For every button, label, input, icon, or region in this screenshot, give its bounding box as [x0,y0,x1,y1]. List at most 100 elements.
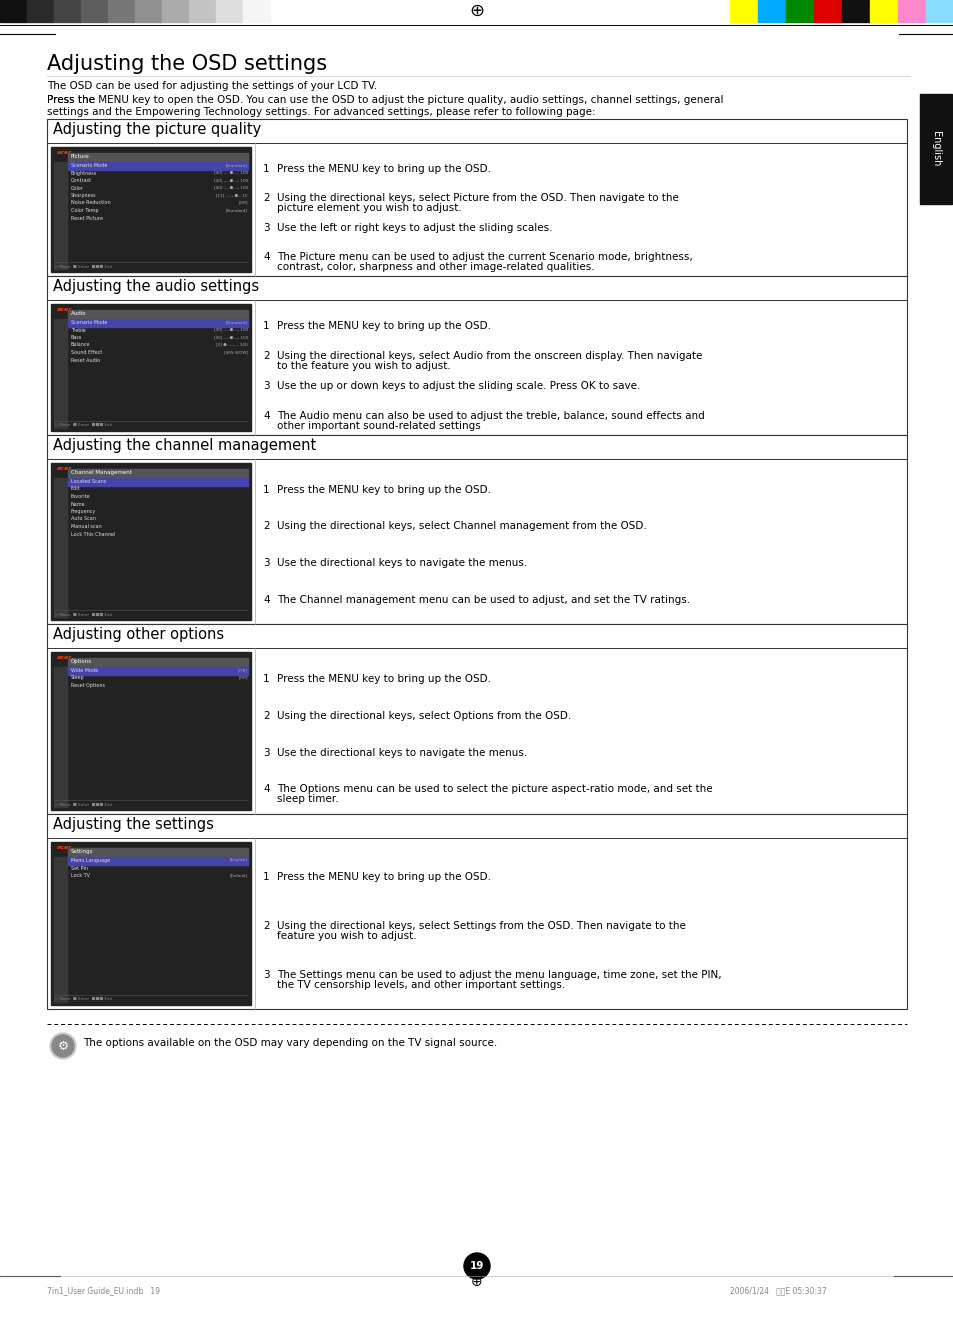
Text: [0] ●-------- 100: [0] ●-------- 100 [216,343,248,347]
Bar [243,0,270,23]
Text: ▷ Move  ■ Enter  ■■■ Exit: ▷ Move ■ Enter ■■■ Exit [55,263,112,267]
Text: Reset Picture: Reset Picture [71,216,103,221]
Bar [813,0,841,23]
Text: The options available on the OSD may vary depending on the TV signal source.: The options available on the OSD may var… [83,1038,497,1049]
Text: Menu Language: Menu Language [71,858,111,863]
Text: Use the directional keys to navigate the menus.: Use the directional keys to navigate the… [276,557,527,568]
Text: Using the directional keys, select Channel management from the OSD.: Using the directional keys, select Chann… [276,522,646,531]
Text: 3: 3 [263,970,270,980]
Bar [54,0,81,23]
Text: [40] ----●---- 100: [40] ----●---- 100 [213,335,248,339]
Text: 1: 1 [263,873,270,882]
Text: 1: 1 [263,164,270,173]
Circle shape [463,1253,490,1279]
Text: Adjusting the audio settings: Adjusting the audio settings [53,279,259,294]
Bar [54,162,67,269]
Text: 1: 1 [263,320,270,331]
Text: The Options menu can be used to select the picture aspect-ratio mode, and set th: The Options menu can be used to select t… [276,785,712,794]
Bar [897,0,925,23]
Text: Noise Reduction: Noise Reduction [71,200,111,205]
Text: Color Temp: Color Temp [71,208,98,213]
Text: Scenario Mode: Scenario Mode [71,163,107,168]
Bar [729,0,758,23]
Text: Using the directional keys, select Options from the OSD.: Using the directional keys, select Optio… [276,711,571,720]
Text: Auto Scan: Auto Scan [71,516,95,522]
Bar [785,0,813,23]
Bar [51,842,251,1005]
Text: 2: 2 [263,193,270,204]
Bar [135,0,162,23]
Text: Contrast: Contrast [71,177,92,183]
Text: 3: 3 [263,557,270,568]
Bar [51,147,251,271]
Text: sleep timer.: sleep timer. [276,794,338,805]
Text: 4: 4 [263,785,270,794]
Text: ⊕: ⊕ [469,3,484,20]
Text: [Off]: [Off] [238,200,248,204]
Text: 1: 1 [263,674,270,683]
Text: Brightness: Brightness [71,171,97,176]
Text: ▷ Move  ■ Enter  ■■■ Exit: ▷ Move ■ Enter ■■■ Exit [55,802,112,806]
Text: Reset Options: Reset Options [71,683,105,688]
Text: [Standard]: [Standard] [226,208,248,212]
Text: [Standard]: [Standard] [226,163,248,167]
Text: Favorite: Favorite [71,494,91,499]
Text: [Off]: [Off] [238,675,248,679]
Text: ▷ Move  ■ Enter  ■■■ Exit: ▷ Move ■ Enter ■■■ Exit [55,612,112,616]
Text: Press the MENU key to bring up the OSD.: Press the MENU key to bring up the OSD. [276,674,491,683]
Bar [68,667,248,674]
Text: Sleep: Sleep [71,675,85,681]
Text: Channel Management: Channel Management [71,470,132,475]
Text: Sound Effect: Sound Effect [71,350,102,355]
Bar [68,310,248,319]
Text: Using the directional keys, select Settings from the OSD. Then navigate to the: Using the directional keys, select Setti… [276,922,685,931]
Text: acer: acer [57,466,72,471]
Text: [Default]: [Default] [230,873,248,876]
Text: Edit: Edit [71,486,81,491]
Text: The Channel management menu can be used to adjust, and set the TV ratings.: The Channel management menu can be used … [276,594,689,605]
Bar [51,305,251,432]
Text: Use the up or down keys to adjust the sliding scale. Press OK to save.: Use the up or down keys to adjust the sl… [276,381,639,391]
Text: Adjusting the channel management: Adjusting the channel management [53,438,315,453]
Bar [27,0,54,23]
Bar [81,0,108,23]
Text: 3: 3 [263,222,270,233]
Text: Adjusting the settings: Adjusting the settings [53,817,213,831]
Bar [0,0,27,23]
Text: [7/8]: [7/8] [238,669,248,673]
Text: The Settings menu can be used to adjust the menu language, time zone, set the PI: The Settings menu can be used to adjust … [276,970,720,980]
Text: Press the MENU key to bring up the OSD.: Press the MENU key to bring up the OSD. [276,873,491,882]
Bar [215,0,243,23]
Text: Options: Options [71,659,92,665]
Text: Manual scan: Manual scan [71,524,102,530]
Text: [40] ----●---- 100: [40] ----●---- 100 [213,327,248,331]
Text: Treble: Treble [71,327,86,332]
Bar [54,478,67,617]
Bar [869,0,897,23]
Text: Reset Audio: Reset Audio [71,357,100,363]
Bar [841,0,869,23]
Bar [758,0,785,23]
Bar [108,0,135,23]
Text: acer: acer [57,845,72,850]
Bar [68,154,248,162]
Bar [68,162,248,169]
Text: 3: 3 [263,381,270,391]
Bar [919,94,951,204]
Text: [Standard]: [Standard] [226,320,248,324]
Text: Lock TV: Lock TV [71,873,90,878]
Text: 19: 19 [469,1260,484,1271]
Bar [68,658,248,667]
Text: feature you wish to adjust.: feature you wish to adjust. [276,931,416,941]
Text: Press the MENU key to bring up the OSD.: Press the MENU key to bring up the OSD. [276,320,491,331]
Bar [47,436,906,624]
Text: 1: 1 [263,485,270,495]
Bar [54,857,67,1002]
Bar [47,275,906,436]
Text: Adjusting other options: Adjusting other options [53,628,224,642]
Text: 4: 4 [263,594,270,605]
Bar [68,478,248,486]
Text: settings and the Empowering Technology settings. For advanced settings, please r: settings and the Empowering Technology s… [47,107,595,117]
Text: Adjusting the OSD settings: Adjusting the OSD settings [47,54,327,74]
Bar [47,624,906,814]
